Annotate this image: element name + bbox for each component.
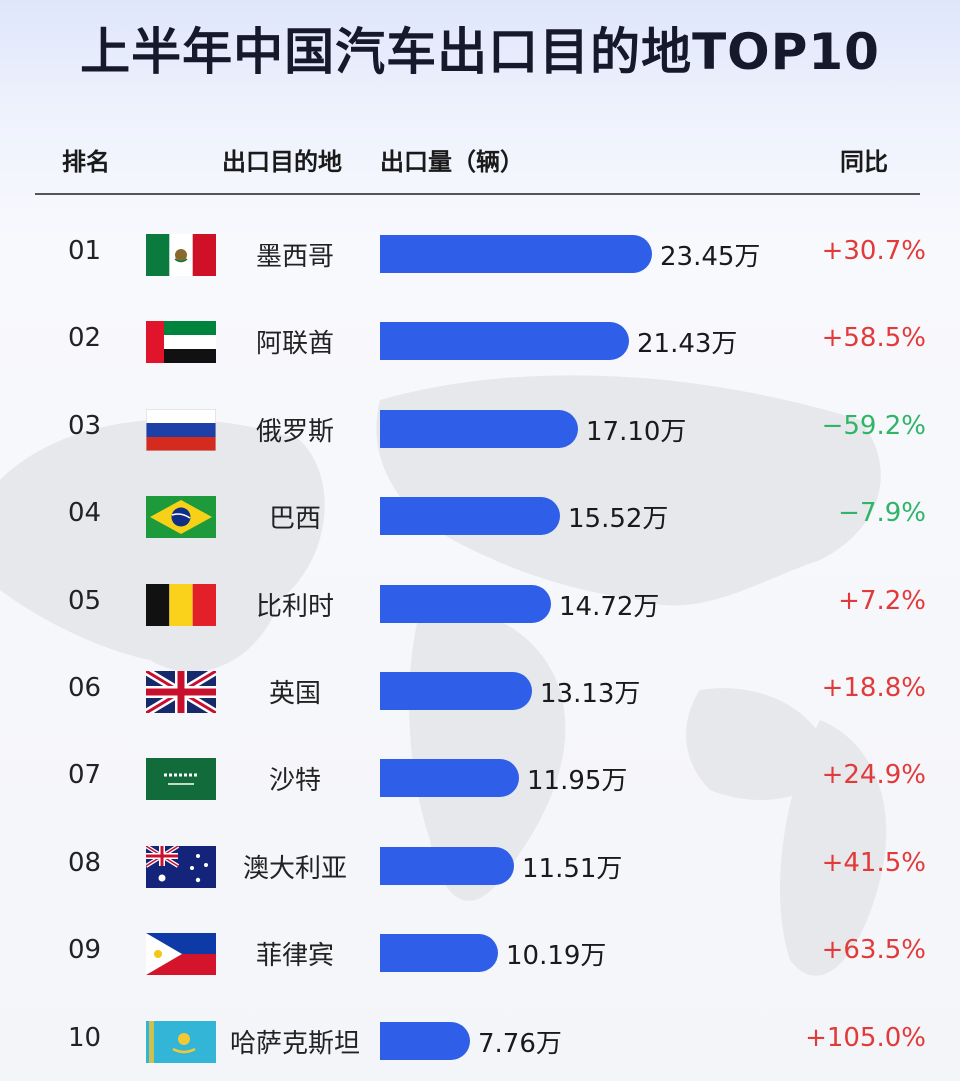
rank-label: 10 bbox=[68, 1022, 102, 1053]
volume-bar bbox=[380, 846, 514, 885]
yoy-label: +7.2% bbox=[838, 585, 926, 616]
country-label: 英国 bbox=[268, 679, 321, 709]
chart-title: 上半年中国汽车出口目的地TOP10 bbox=[80, 23, 880, 81]
value-label: 10.19万 bbox=[506, 941, 607, 972]
chart-row: 03 俄罗斯 17.10万 −59.2% bbox=[0, 405, 960, 461]
chart-row: 09 菲律宾 10.19万 +63.5% bbox=[0, 929, 960, 985]
value-label: 7.76万 bbox=[478, 1028, 562, 1059]
rank-label: 06 bbox=[68, 673, 102, 703]
yoy-label: +24.9% bbox=[821, 760, 926, 791]
value-label: 13.13万 bbox=[540, 679, 641, 709]
volume-bar bbox=[380, 759, 519, 798]
value-label: 23.45万 bbox=[660, 242, 761, 272]
russia-flag-icon bbox=[146, 408, 216, 451]
yoy-label: +30.7% bbox=[821, 236, 926, 266]
chart-row: 08 澳大利亚 11.51万 +41.5% bbox=[0, 842, 960, 898]
chart-row: 10 哈萨克斯坦 7.76万 +105.0% bbox=[0, 1017, 960, 1073]
country-label: 阿联酋 bbox=[255, 329, 334, 360]
rank-label: 02 bbox=[68, 323, 102, 354]
country-label: 墨西哥 bbox=[255, 242, 334, 272]
value-label: 14.72万 bbox=[559, 591, 660, 622]
belgium-flag-icon bbox=[146, 583, 216, 626]
volume-bar bbox=[380, 497, 560, 536]
country-label: 哈萨克斯坦 bbox=[229, 1028, 360, 1059]
kazakhstan-flag-icon bbox=[146, 1020, 216, 1063]
rank-label: 05 bbox=[68, 585, 102, 616]
chart-row: 02 阿联酋 21.43万 +58.5% bbox=[0, 317, 960, 373]
yoy-label: +41.5% bbox=[821, 847, 926, 878]
header-volume: 出口量（辆） bbox=[380, 148, 524, 176]
rank-label: 03 bbox=[68, 410, 102, 441]
rank-label: 08 bbox=[68, 847, 102, 878]
yoy-label: −7.9% bbox=[838, 498, 926, 529]
country-label: 沙特 bbox=[268, 766, 321, 797]
philippines-flag-icon bbox=[146, 933, 216, 976]
value-label: 17.10万 bbox=[586, 416, 687, 447]
header-divider bbox=[35, 193, 920, 195]
header-yoy: 同比 bbox=[840, 148, 888, 176]
volume-bar bbox=[380, 672, 532, 710]
country-label: 比利时 bbox=[255, 591, 334, 622]
volume-bar bbox=[380, 934, 498, 973]
chart-row: 07 沙特 11.95万 +24.9% bbox=[0, 754, 960, 810]
rank-label: 01 bbox=[68, 236, 102, 266]
rank-label: 09 bbox=[68, 935, 102, 966]
volume-bar bbox=[380, 584, 551, 623]
yoy-label: +58.5% bbox=[821, 323, 926, 354]
brazil-flag-icon bbox=[146, 496, 216, 539]
uae-flag-icon bbox=[146, 321, 216, 364]
yoy-label: +18.8% bbox=[821, 673, 926, 703]
value-label: 21.43万 bbox=[637, 329, 738, 360]
value-label: 15.52万 bbox=[568, 504, 669, 535]
chart-row: 01 墨西哥 23.45万 +30.7% bbox=[0, 230, 960, 286]
country-label: 澳大利亚 bbox=[242, 853, 347, 884]
value-label: 11.95万 bbox=[527, 766, 628, 797]
chart-row: 06 英国 13.13万 +18.8% bbox=[0, 667, 960, 723]
country-label: 菲律宾 bbox=[255, 941, 334, 972]
uk-flag-icon bbox=[146, 671, 216, 713]
volume-bar bbox=[380, 322, 629, 361]
rank-label: 04 bbox=[68, 498, 102, 529]
header-rank: 排名 bbox=[62, 148, 110, 176]
mexico-flag-icon bbox=[146, 234, 216, 276]
rank-label: 07 bbox=[68, 760, 102, 791]
volume-bar bbox=[380, 409, 578, 448]
header-destination: 出口目的地 bbox=[222, 148, 342, 176]
volume-bar bbox=[380, 1021, 470, 1060]
country-label: 俄罗斯 bbox=[255, 416, 334, 447]
country-label: 巴西 bbox=[268, 504, 321, 535]
yoy-label: −59.2% bbox=[821, 410, 926, 441]
australia-flag-icon bbox=[146, 845, 216, 888]
chart-row: 05 比利时 14.72万 +7.2% bbox=[0, 580, 960, 636]
yoy-label: +105.0% bbox=[805, 1022, 926, 1053]
chart-row: 04 巴西 15.52万 −7.9% bbox=[0, 492, 960, 548]
volume-bar bbox=[380, 235, 652, 273]
value-label: 11.51万 bbox=[522, 853, 623, 884]
saudi-flag-icon bbox=[146, 758, 216, 801]
yoy-label: +63.5% bbox=[821, 935, 926, 966]
